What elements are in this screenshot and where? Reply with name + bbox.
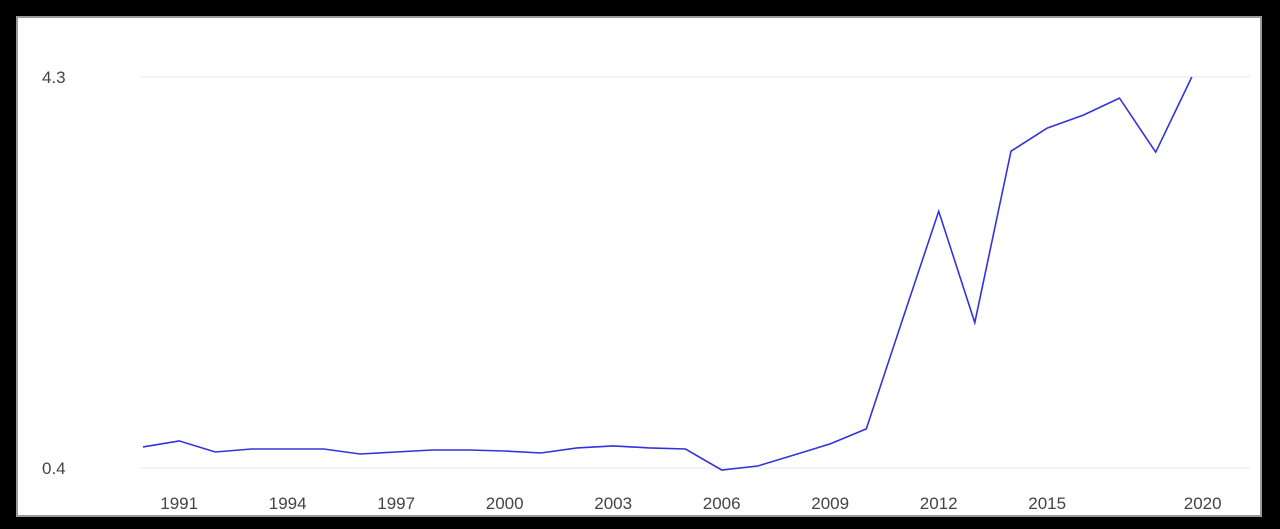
x-tick-label-8: 2015 [1028, 494, 1066, 513]
x-tick-label-5: 2006 [703, 494, 741, 513]
x-tick-label-0: 1991 [160, 494, 198, 513]
x-tick-label-1: 1994 [269, 494, 307, 513]
line-chart: 4.3 0.4 1991 1994 1997 2000 2003 2006 2009 2012 2… [42, 68, 1250, 513]
series-line-0 [142, 76, 1193, 471]
y-tick-label-1: 0.4 [42, 459, 66, 478]
y-axis: 4.3 0.4 [42, 68, 66, 478]
x-tick-label-2: 1997 [377, 494, 415, 513]
x-tick-label-4: 2003 [594, 494, 632, 513]
y-tick-label-0: 4.3 [42, 68, 66, 87]
grid-layer [140, 76, 1250, 469]
x-tick-label-9: 2020 [1184, 494, 1222, 513]
series-layer [142, 76, 1193, 471]
x-tick-label-7: 2012 [920, 494, 958, 513]
x-tick-label-3: 2000 [486, 494, 524, 513]
chart-frame: 4.3 0.4 1991 1994 1997 2000 2003 2006 2009 2012 2… [16, 16, 1262, 517]
x-axis: 1991 1994 1997 2000 2003 2006 2009 2012 2015 2020 [160, 494, 1221, 513]
x-tick-label-6: 2009 [811, 494, 849, 513]
